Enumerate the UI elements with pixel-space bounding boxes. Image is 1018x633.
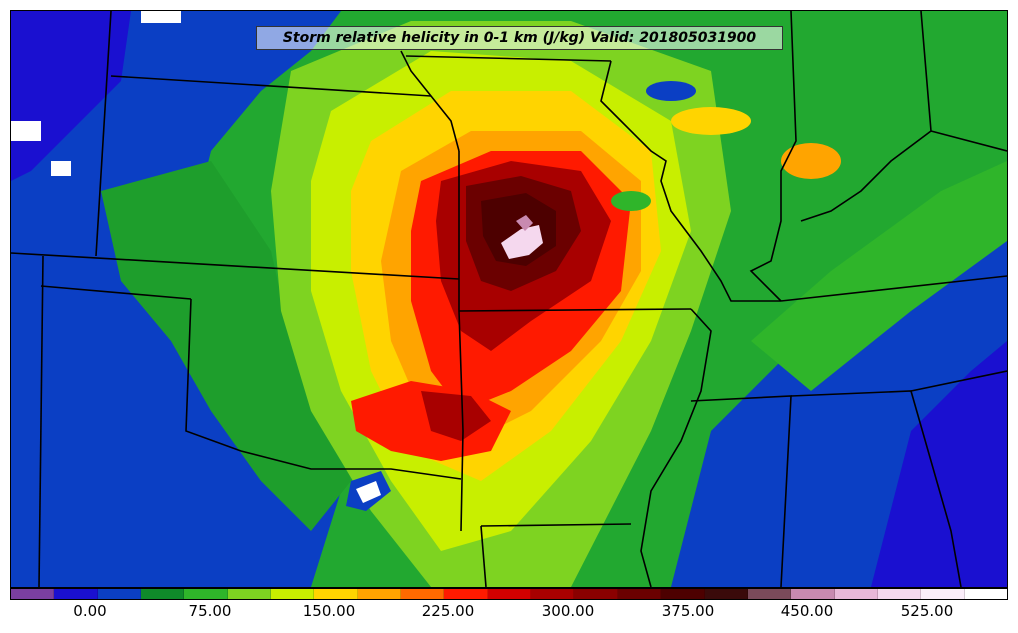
- colorbar-swatch: [184, 589, 228, 599]
- colorbar-swatch: [704, 589, 748, 599]
- colorbar-swatch: [617, 589, 662, 599]
- colorbar-tick-label: 75.00: [188, 602, 232, 620]
- colorbar-tick-labels: 0.00 75.00 150.00 225.00 300.00 375.00 450.00 5…: [0, 602, 1018, 626]
- colorbar-swatch: [314, 589, 358, 599]
- colorbar-swatch: [11, 589, 55, 599]
- colorbar-swatch: [661, 589, 705, 599]
- colorbar-swatch: [54, 589, 98, 599]
- state-boundaries: [11, 11, 1007, 587]
- colorbar-swatch: [271, 589, 315, 599]
- colorbar-swatch: [97, 589, 142, 599]
- colorbar-swatch: [357, 589, 402, 599]
- colorbar-tick-label: 375.00: [661, 602, 715, 620]
- colorbar-legend: [10, 588, 1008, 600]
- colorbar-tick-label: 525.00: [900, 602, 954, 620]
- colorbar-swatch: [834, 589, 878, 599]
- colorbar-swatch: [487, 589, 532, 599]
- colorbar-swatch: [964, 589, 1007, 599]
- colorbar-swatch: [444, 589, 488, 599]
- colorbar-swatch: [574, 589, 618, 599]
- map-title: Storm relative helicity in 0-1 km (J/kg)…: [256, 26, 783, 50]
- colorbar-swatch: [141, 589, 185, 599]
- colorbar-swatch: [921, 589, 965, 599]
- colorbar-swatch: [531, 589, 575, 599]
- colorbar-swatch: [227, 589, 272, 599]
- helicity-field-map: [11, 11, 1007, 587]
- colorbar-tick-label: 225.00: [421, 602, 475, 620]
- colorbar-swatch: [401, 589, 445, 599]
- colorbar-swatch: [747, 589, 792, 599]
- colorbar-tick-label: 150.00: [302, 602, 356, 620]
- colorbar-tick-label: 450.00: [780, 602, 834, 620]
- colorbar-swatch: [791, 589, 835, 599]
- colorbar-tick-label: 300.00: [541, 602, 595, 620]
- map-panel: Storm relative helicity in 0-1 km (J/kg)…: [10, 10, 1008, 588]
- colorbar-swatch: [877, 589, 922, 599]
- colorbar-tick-label: 0.00: [73, 602, 107, 620]
